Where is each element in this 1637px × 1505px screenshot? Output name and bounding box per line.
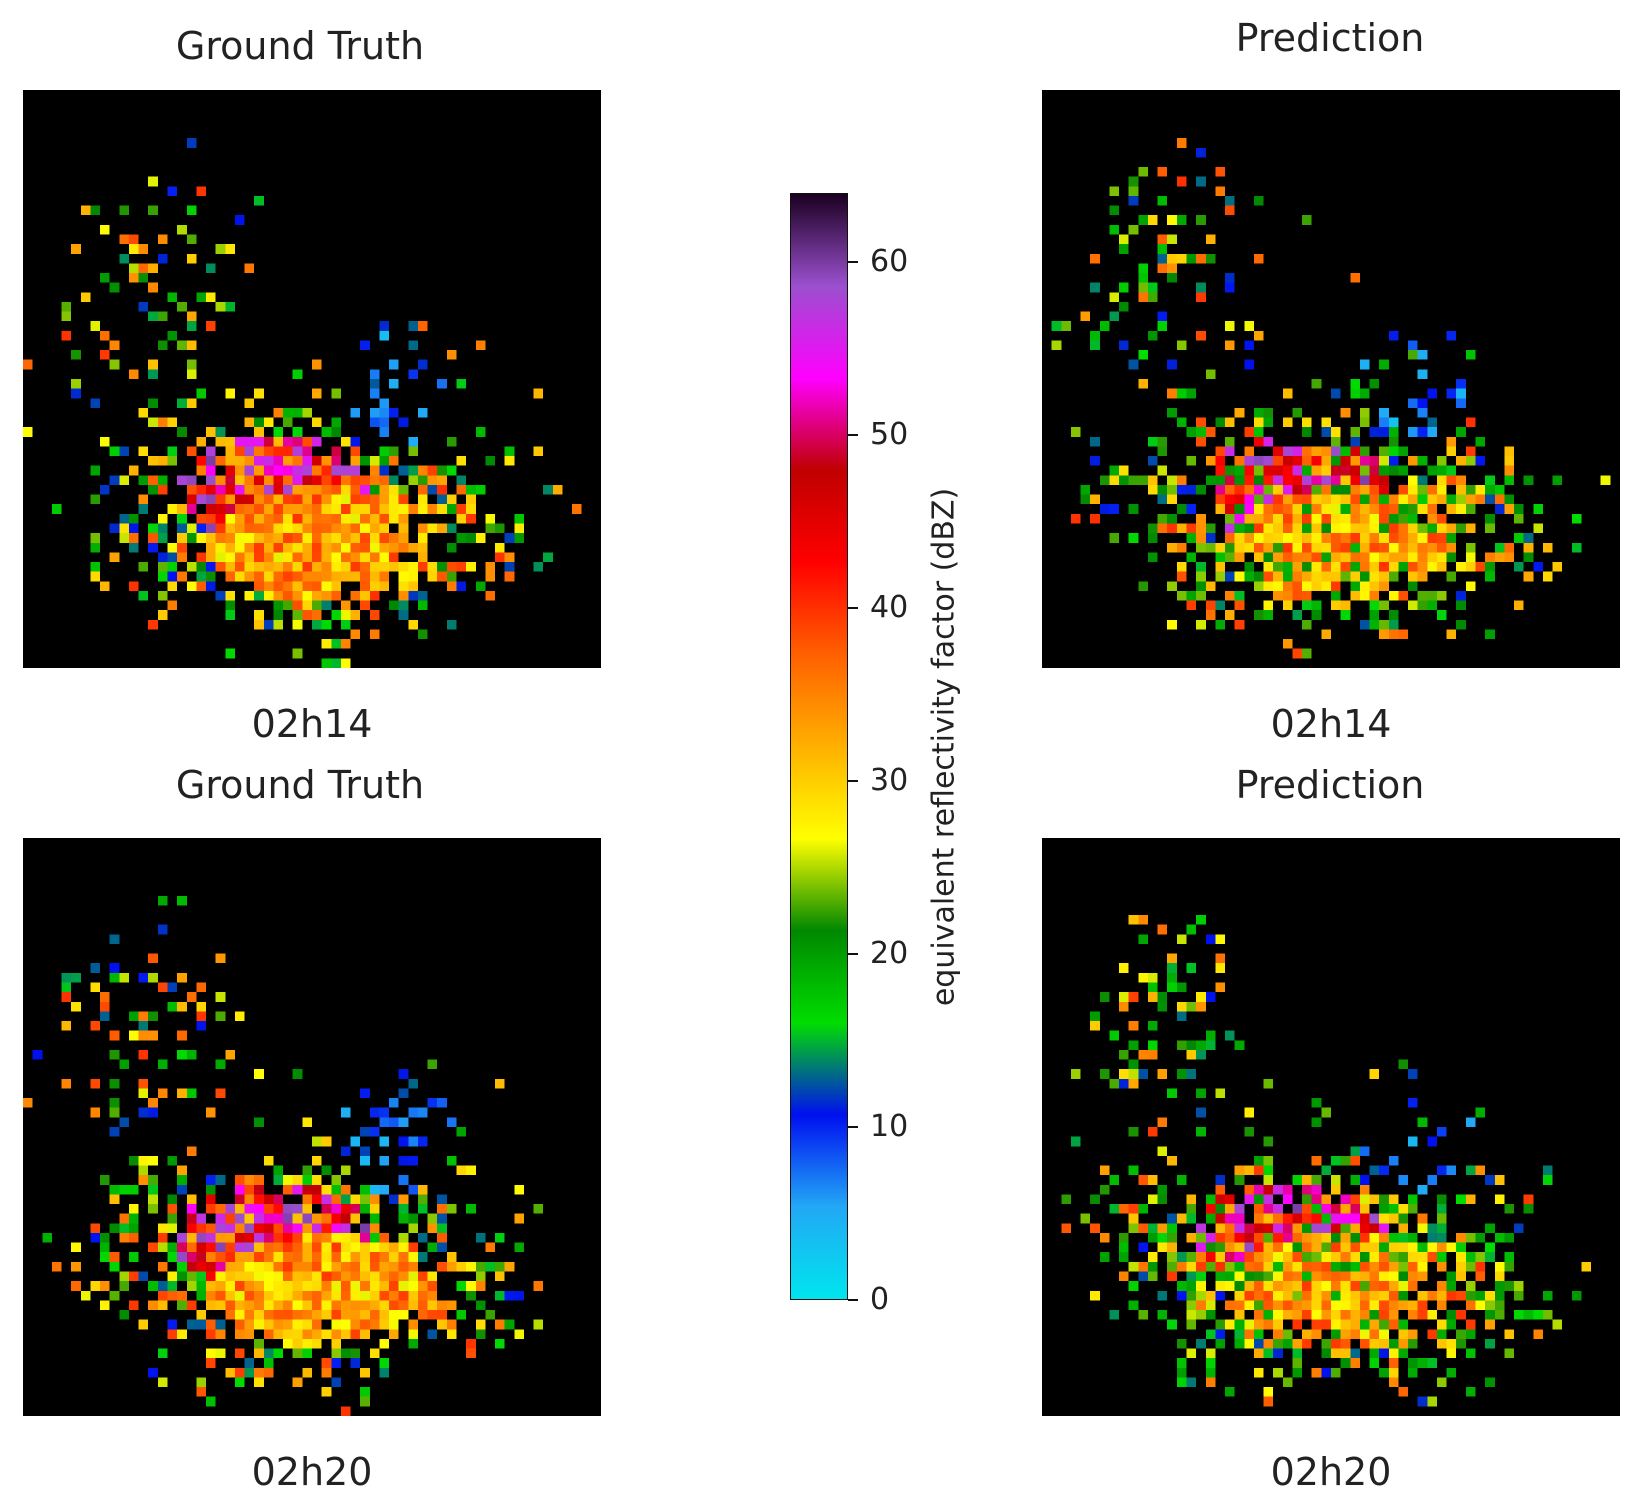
- colorbar-tick: [848, 1299, 858, 1301]
- colorbar: [790, 193, 848, 1300]
- colorbar-tick-label: 60: [870, 244, 909, 280]
- colorbar-tick-label: 50: [870, 417, 909, 453]
- colorbar-tick: [848, 1126, 858, 1128]
- radar-canvas: [23, 90, 601, 668]
- panel-title-pred-1: Prediction: [1235, 16, 1425, 60]
- colorbar-label: equivalent reflectivity factor (dBZ): [926, 487, 962, 1007]
- radar-canvas: [1042, 838, 1620, 1416]
- colorbar-tick: [848, 953, 858, 955]
- time-label-pred-1: 02h14: [1270, 702, 1392, 746]
- colorbar-tick: [848, 434, 858, 436]
- colorbar-tick: [848, 780, 858, 782]
- colorbar-tick-label: 40: [870, 590, 909, 626]
- time-label-pred-2: 02h20: [1270, 1450, 1392, 1494]
- colorbar-tick: [848, 261, 858, 263]
- colorbar-tick-label: 0: [870, 1282, 890, 1317]
- colorbar-tick-label: 10: [870, 1109, 909, 1145]
- colorbar-tick-label: 30: [870, 763, 909, 799]
- colorbar-tick-label: 20: [870, 936, 909, 972]
- radar-image-pred-2: [1042, 838, 1620, 1416]
- panel-title-gt-2: Ground Truth: [175, 763, 425, 807]
- time-label-gt-1: 02h14: [251, 702, 373, 746]
- radar-image-gt-1: [23, 90, 601, 668]
- time-label-gt-2: 02h20: [251, 1450, 373, 1494]
- radar-canvas: [1042, 90, 1620, 668]
- radar-image-pred-1: [1042, 90, 1620, 668]
- panel-title-pred-2: Prediction: [1235, 763, 1425, 807]
- radar-canvas: [23, 838, 601, 1416]
- radar-image-gt-2: [23, 838, 601, 1416]
- panel-title-gt-1: Ground Truth: [175, 24, 425, 68]
- colorbar-tick: [848, 607, 858, 609]
